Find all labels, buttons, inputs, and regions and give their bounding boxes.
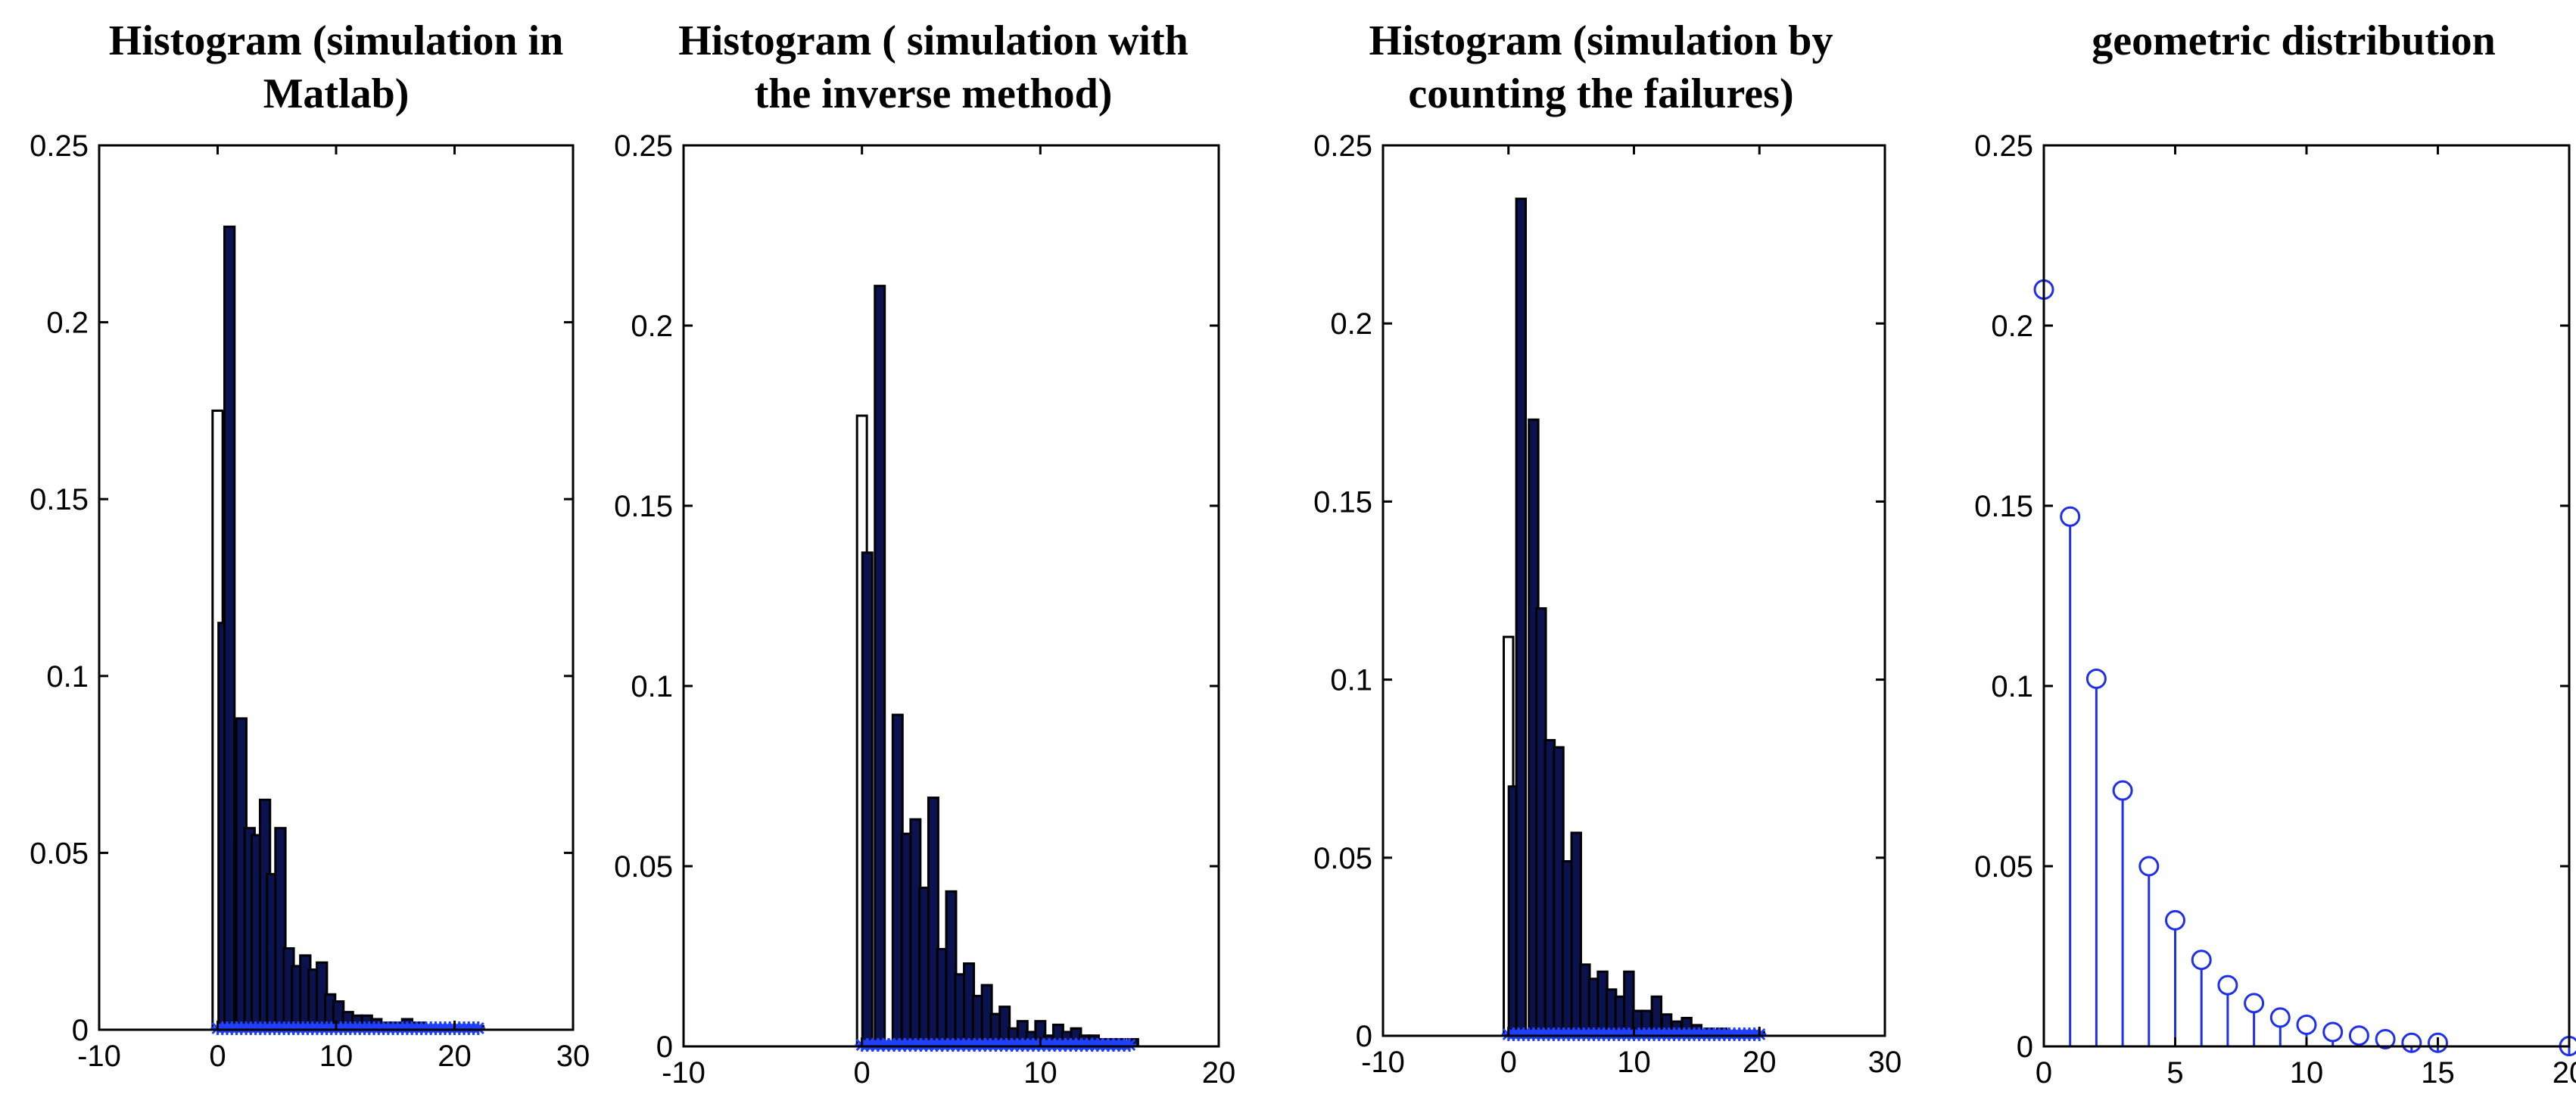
x-tick-label: 10	[1023, 1056, 1057, 1090]
x-tick-label: 15	[2421, 1056, 2455, 1090]
y-tick-label: 0.2	[631, 310, 673, 343]
y-tick-label: 0.2	[1991, 310, 2033, 343]
stem-marker	[2138, 856, 2160, 877]
x-tick-label: 20	[1202, 1056, 1236, 1090]
y-tick-label: 0.05	[614, 850, 673, 884]
star-marker	[471, 1021, 485, 1035]
y-tick-label: 0.1	[1330, 664, 1372, 697]
stem-marker	[2322, 1021, 2344, 1043]
x-tick-label: 20	[2553, 1056, 2576, 1090]
histogram-counting-failures-panel: Histogram (simulation by counting the fai…	[1313, 17, 1902, 1079]
y-tick-label: 0	[1356, 1020, 1372, 1053]
stem-marker	[2060, 506, 2081, 527]
y-tick-label: 0.1	[1991, 670, 2033, 703]
y-tick-label: 0.05	[1974, 850, 2033, 884]
x-tick-label: -10	[1361, 1046, 1405, 1079]
histogram-bar	[861, 551, 874, 1048]
stem-marker	[2428, 1032, 2448, 1053]
x-tick-label: 5	[2166, 1056, 2183, 1090]
stem-marker	[2191, 949, 2212, 971]
y-tick-label: 0	[656, 1030, 673, 1064]
chart-title: geometric distribution	[2092, 17, 2495, 64]
star-marker	[1123, 1038, 1137, 1052]
y-tick-label: 0.25	[614, 129, 673, 163]
chart-title: Matlab)	[263, 70, 410, 117]
x-tick-label: 10	[1617, 1046, 1651, 1079]
x-tick-label: 20	[438, 1040, 472, 1073]
y-tick-label: 0.15	[1974, 490, 2033, 523]
x-tick-label: 10	[319, 1040, 354, 1073]
histogram-inverse-method-panel: Histogram ( simulation with the inverse m…	[614, 17, 1235, 1090]
y-tick-label: 0.25	[1313, 129, 1372, 163]
y-tick-label: 0.1	[46, 660, 89, 694]
histogram-bar	[1515, 198, 1528, 1037]
chart-title: Histogram (simulation by	[1369, 17, 1833, 64]
x-tick-label: -10	[662, 1056, 706, 1090]
chart-title: the inverse method)	[755, 70, 1113, 117]
x-tick-label: 0	[2036, 1056, 2052, 1090]
stem-marker	[2217, 974, 2238, 996]
y-tick-label: 0.05	[30, 837, 89, 870]
x-tick-label: -10	[77, 1040, 121, 1073]
x-tick-label: 20	[1743, 1046, 1777, 1079]
y-tick-label: 0.25	[1974, 129, 2033, 163]
x-tick-label: 30	[556, 1040, 590, 1073]
x-tick-label: 0	[209, 1040, 226, 1073]
y-tick-label: 0.15	[30, 483, 89, 516]
histogram-bar	[874, 285, 886, 1048]
stem-marker	[2296, 1014, 2317, 1035]
y-tick-label: 0	[72, 1014, 89, 1047]
chart-title: counting the failures)	[1408, 70, 1793, 117]
chart-title: Histogram ( simulation with	[678, 17, 1188, 64]
chart-title: Histogram (simulation in	[109, 17, 563, 64]
x-tick-label: 0	[854, 1056, 871, 1090]
y-tick-label: 0.2	[46, 307, 89, 340]
histogram-bar	[223, 225, 236, 1031]
x-tick-label: 10	[2290, 1056, 2324, 1090]
stem-marker	[2375, 1028, 2396, 1049]
y-tick-label: 0	[2017, 1030, 2033, 1064]
y-tick-label: 0.25	[30, 129, 89, 163]
y-tick-label: 0.05	[1313, 842, 1372, 875]
x-tick-label: 30	[1868, 1046, 1902, 1079]
stem-marker	[2244, 993, 2265, 1014]
stem-marker	[2085, 668, 2107, 689]
y-tick-label: 0.15	[614, 490, 673, 523]
geometric-distribution-panel: geometric distribution 0 0.05 0.1 0.15 0.2 0.2…	[1974, 17, 2576, 1090]
stem-marker	[2165, 909, 2185, 931]
y-tick-label: 0.2	[1330, 307, 1372, 341]
axes-box	[682, 144, 1220, 1048]
stem-marker	[2112, 780, 2133, 801]
y-tick-label: 0.15	[1313, 485, 1372, 519]
x-tick-label: 0	[1500, 1046, 1517, 1079]
y-tick-label: 0.1	[631, 670, 673, 703]
stem-marker	[2269, 1007, 2291, 1028]
histogram-matlab-panel: Histogram (simulation in Matlab) 0 0.05 0.1 0…	[30, 17, 590, 1073]
stem-marker	[2348, 1025, 2369, 1046]
stem-marker	[2401, 1032, 2422, 1053]
